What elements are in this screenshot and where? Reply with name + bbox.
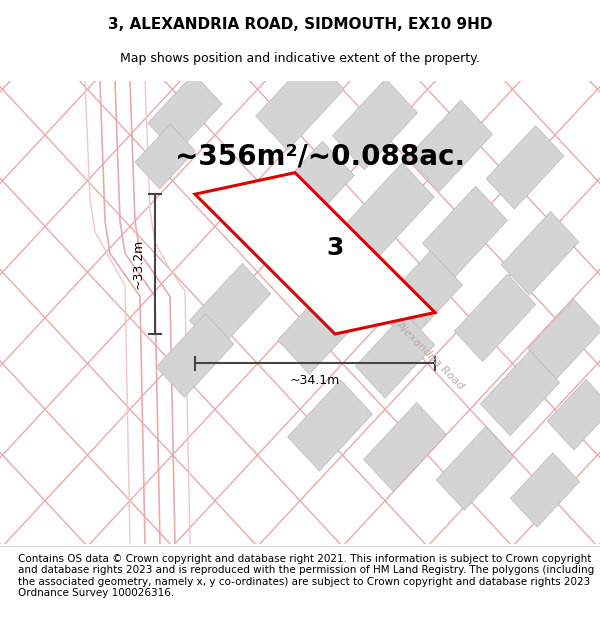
Text: ~34.1m: ~34.1m bbox=[290, 374, 340, 387]
Polygon shape bbox=[195, 173, 435, 334]
Text: Alexandria Road: Alexandria Road bbox=[394, 319, 466, 391]
Polygon shape bbox=[346, 162, 434, 258]
Polygon shape bbox=[422, 186, 508, 278]
Polygon shape bbox=[278, 283, 362, 374]
Polygon shape bbox=[528, 299, 600, 379]
Text: ~356m²/~0.088ac.: ~356m²/~0.088ac. bbox=[175, 142, 465, 171]
Text: Map shows position and indicative extent of the property.: Map shows position and indicative extent… bbox=[120, 52, 480, 65]
Polygon shape bbox=[481, 351, 560, 436]
Polygon shape bbox=[377, 251, 463, 342]
Polygon shape bbox=[407, 100, 493, 191]
Polygon shape bbox=[287, 380, 373, 471]
Polygon shape bbox=[135, 124, 195, 189]
Polygon shape bbox=[256, 55, 344, 150]
Text: 3: 3 bbox=[326, 236, 344, 260]
Polygon shape bbox=[156, 314, 234, 398]
Text: Contains OS data © Crown copyright and database right 2021. This information is : Contains OS data © Crown copyright and d… bbox=[18, 554, 594, 598]
Polygon shape bbox=[436, 427, 514, 510]
Polygon shape bbox=[148, 74, 222, 154]
Polygon shape bbox=[190, 263, 271, 351]
Polygon shape bbox=[266, 141, 354, 236]
Text: 3, ALEXANDRIA ROAD, SIDMOUTH, EX10 9HD: 3, ALEXANDRIA ROAD, SIDMOUTH, EX10 9HD bbox=[108, 17, 492, 32]
Text: ~33.2m: ~33.2m bbox=[132, 239, 145, 289]
Polygon shape bbox=[501, 211, 579, 295]
Polygon shape bbox=[486, 126, 564, 209]
Polygon shape bbox=[332, 79, 418, 170]
Polygon shape bbox=[547, 379, 600, 450]
Polygon shape bbox=[511, 452, 580, 528]
Polygon shape bbox=[454, 274, 536, 362]
Polygon shape bbox=[364, 402, 446, 491]
Polygon shape bbox=[355, 313, 434, 398]
